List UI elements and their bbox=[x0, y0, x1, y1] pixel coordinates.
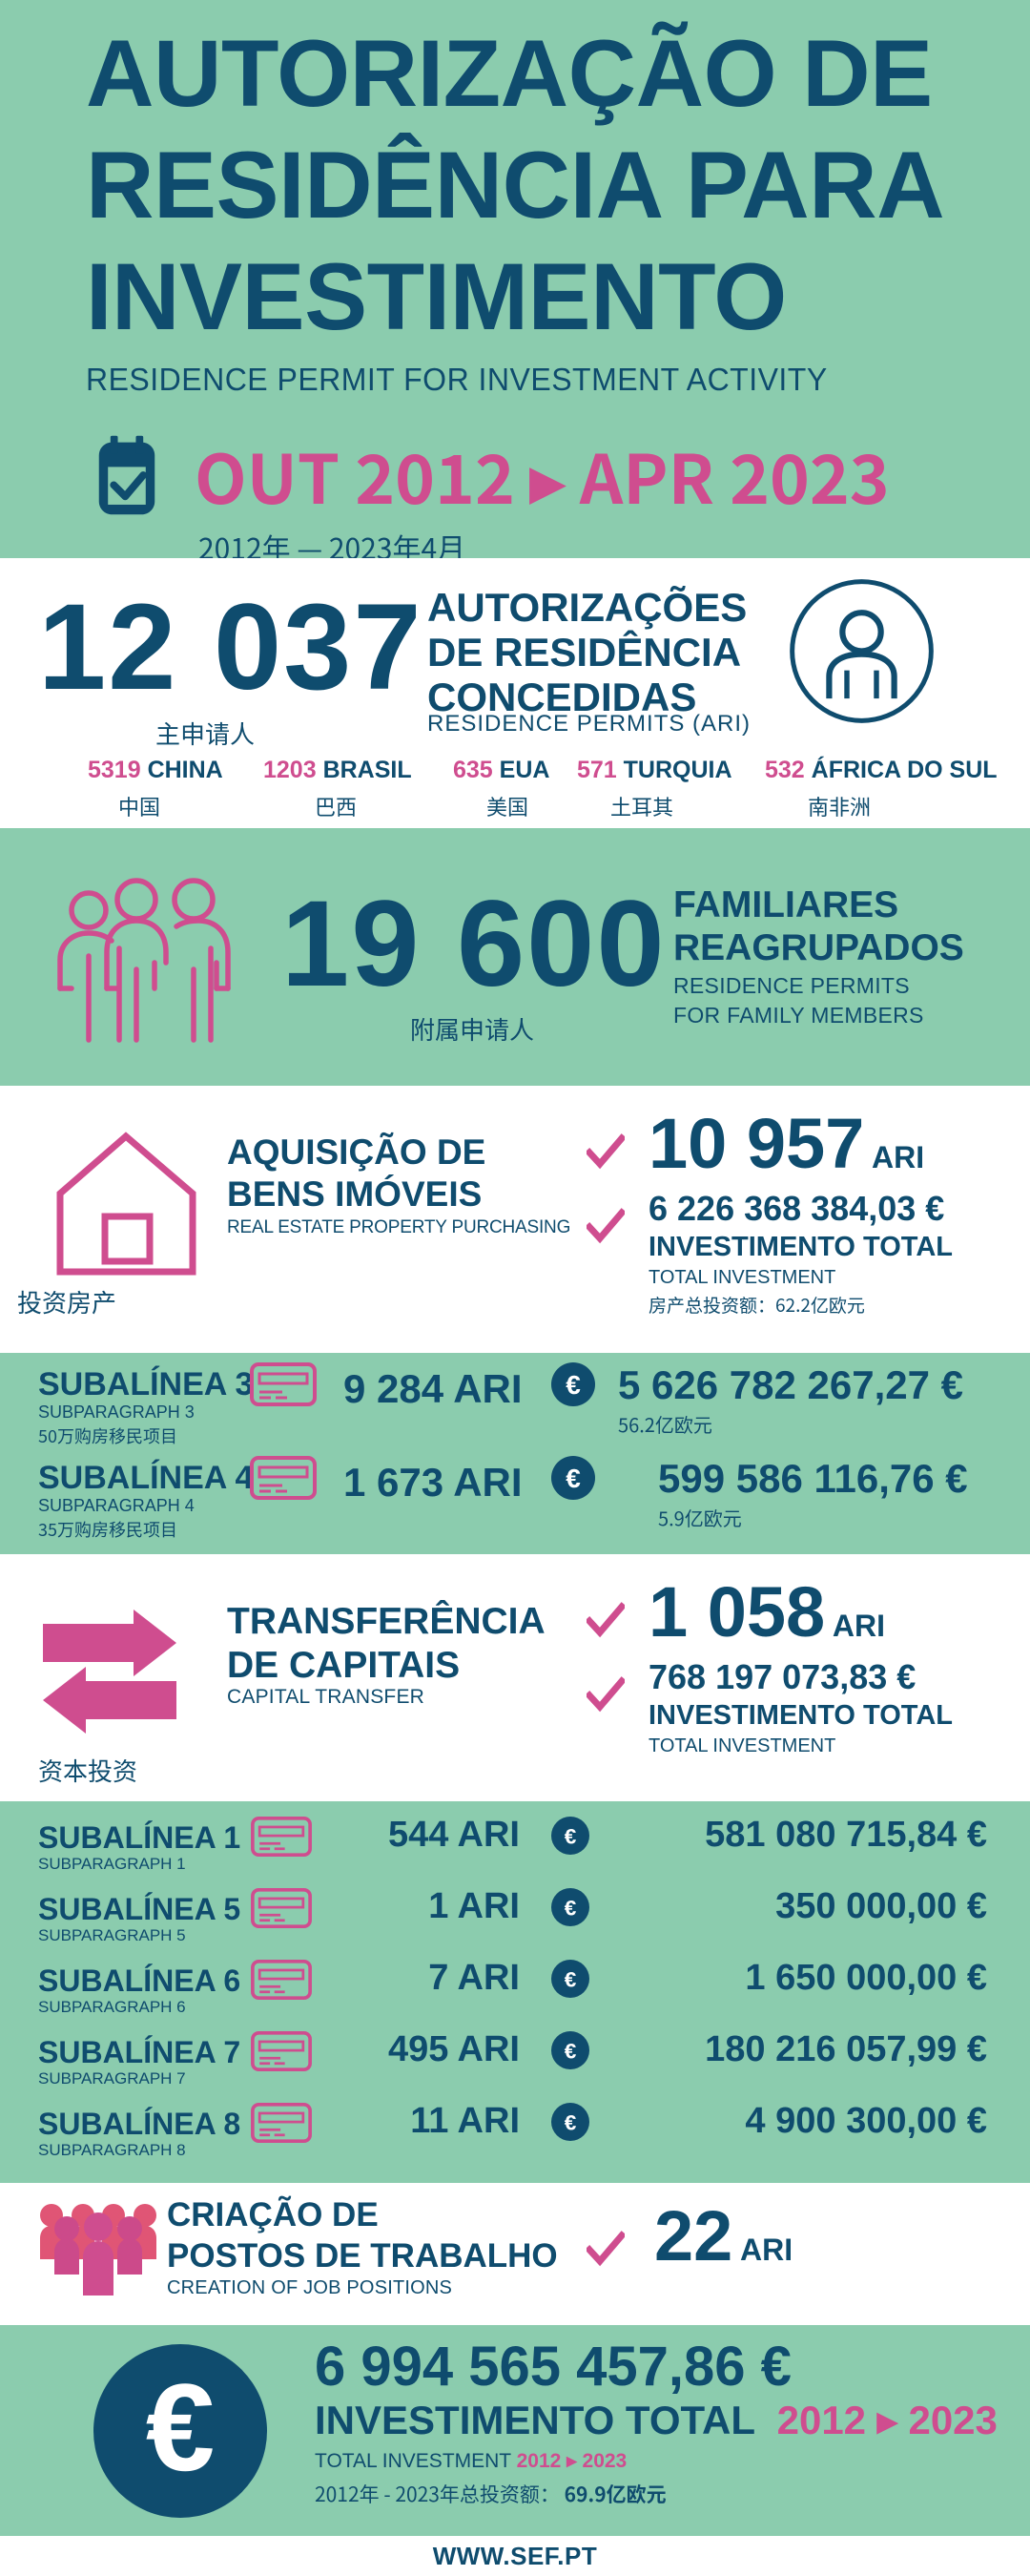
svg-text:€: € bbox=[565, 2040, 577, 2064]
svg-text:€: € bbox=[565, 1825, 577, 1849]
svg-text:€: € bbox=[566, 1464, 581, 1493]
svg-text:€: € bbox=[565, 1897, 577, 1921]
svg-text:€: € bbox=[146, 2358, 215, 2497]
svg-text:€: € bbox=[565, 2111, 577, 2135]
svg-text:€: € bbox=[565, 1968, 577, 1992]
svg-text:€: € bbox=[566, 1370, 581, 1400]
